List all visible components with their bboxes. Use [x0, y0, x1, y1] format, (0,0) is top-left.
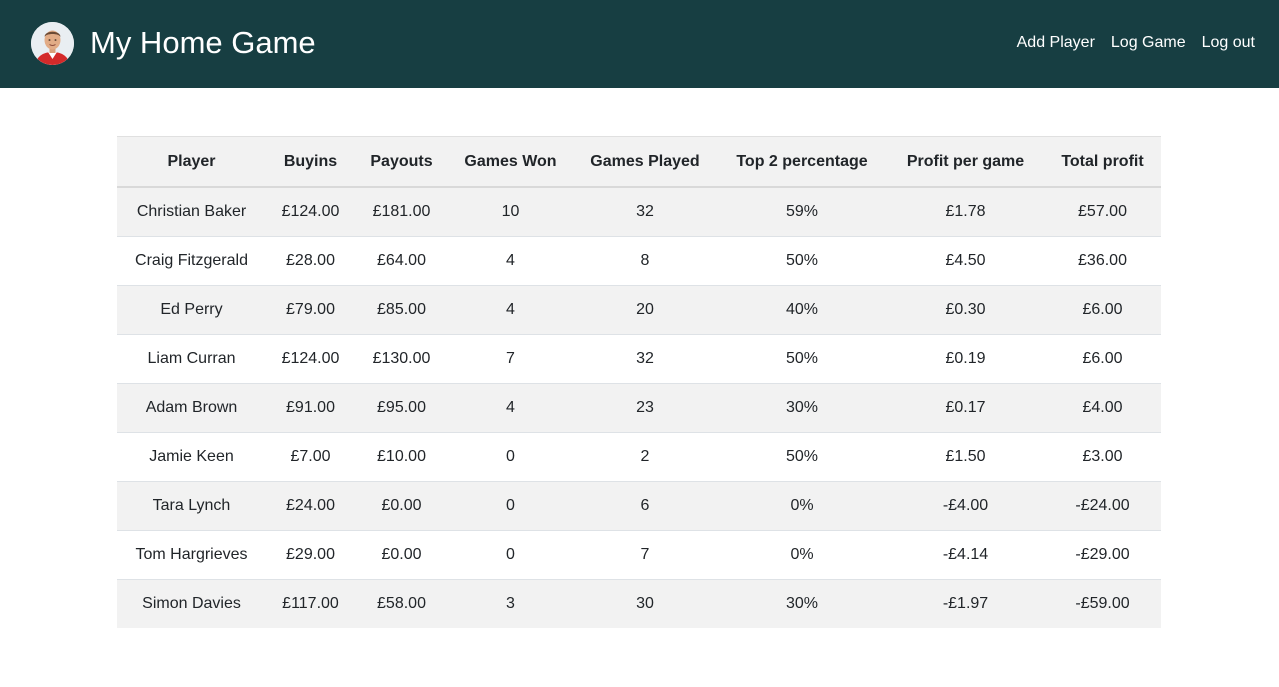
cell-buyins: £7.00: [266, 432, 355, 482]
cell-profit-per-game: £0.19: [887, 334, 1044, 384]
cell-player: Craig Fitzgerald: [117, 236, 266, 286]
player-stats-table: Player Buyins Payouts Games Won Games Pl…: [117, 136, 1161, 628]
cell-buyins: £124.00: [266, 334, 355, 384]
cell-total-profit: £3.00: [1044, 432, 1161, 482]
cell-top-2-percentage: 50%: [717, 334, 887, 384]
cell-games-played: 7: [573, 530, 717, 580]
cell-payouts: £85.00: [355, 285, 448, 335]
cell-total-profit: -£29.00: [1044, 530, 1161, 580]
cell-buyins: £28.00: [266, 236, 355, 286]
table-row: Simon Davies £117.00 £58.00 3 30 30% -£1…: [117, 579, 1161, 628]
cell-games-won: 4: [448, 285, 573, 335]
column-header-buyins[interactable]: Buyins: [266, 136, 355, 188]
cell-games-won: 0: [448, 432, 573, 482]
cell-games-played: 23: [573, 383, 717, 433]
cell-total-profit: -£59.00: [1044, 579, 1161, 628]
column-header-games-won[interactable]: Games Won: [448, 136, 573, 188]
cell-games-won: 7: [448, 334, 573, 384]
app-title: My Home Game: [90, 25, 316, 60]
cell-player: Tara Lynch: [117, 481, 266, 531]
table-row: Ed Perry £79.00 £85.00 4 20 40% £0.30 £6…: [117, 285, 1161, 335]
nav-links: Add Player Log Game Log out: [1017, 32, 1255, 54]
cell-profit-per-game: £1.50: [887, 432, 1044, 482]
user-avatar-icon: [31, 21, 74, 65]
cell-buyins: £24.00: [266, 481, 355, 531]
cell-games-played: 20: [573, 285, 717, 335]
cell-games-won: 0: [448, 530, 573, 580]
cell-player: Tom Hargrieves: [117, 530, 266, 580]
cell-games-played: 32: [573, 187, 717, 237]
cell-games-won: 4: [448, 383, 573, 433]
table-row: Liam Curran £124.00 £130.00 7 32 50% £0.…: [117, 334, 1161, 384]
brand[interactable]: My Home Game: [31, 21, 316, 65]
cell-total-profit: -£24.00: [1044, 481, 1161, 531]
cell-buyins: £124.00: [266, 187, 355, 237]
cell-player: Ed Perry: [117, 285, 266, 335]
cell-buyins: £117.00: [266, 579, 355, 628]
cell-games-won: 3: [448, 579, 573, 628]
cell-buyins: £29.00: [266, 530, 355, 580]
column-header-total-profit[interactable]: Total profit: [1044, 136, 1161, 188]
cell-player: Adam Brown: [117, 383, 266, 433]
cell-player: Simon Davies: [117, 579, 266, 628]
cell-payouts: £64.00: [355, 236, 448, 286]
cell-games-played: 30: [573, 579, 717, 628]
cell-buyins: £91.00: [266, 383, 355, 433]
column-header-top-2-percentage[interactable]: Top 2 percentage: [717, 136, 887, 188]
table-row: Craig Fitzgerald £28.00 £64.00 4 8 50% £…: [117, 236, 1161, 286]
cell-top-2-percentage: 50%: [717, 236, 887, 286]
cell-profit-per-game: £4.50: [887, 236, 1044, 286]
cell-top-2-percentage: 50%: [717, 432, 887, 482]
cell-games-played: 6: [573, 481, 717, 531]
cell-profit-per-game: -£4.14: [887, 530, 1044, 580]
cell-games-played: 32: [573, 334, 717, 384]
cell-games-played: 8: [573, 236, 717, 286]
cell-total-profit: £4.00: [1044, 383, 1161, 433]
cell-total-profit: £6.00: [1044, 334, 1161, 384]
cell-games-won: 0: [448, 481, 573, 531]
add-player-link[interactable]: Add Player: [1016, 34, 1095, 51]
cell-games-won: 4: [448, 236, 573, 286]
table-row: Adam Brown £91.00 £95.00 4 23 30% £0.17 …: [117, 383, 1161, 433]
cell-payouts: £130.00: [355, 334, 448, 384]
top-navbar: My Home Game Add Player Log Game Log out: [0, 0, 1279, 88]
cell-payouts: £95.00: [355, 383, 448, 433]
table-row: Tara Lynch £24.00 £0.00 0 6 0% -£4.00 -£…: [117, 481, 1161, 531]
cell-player: Liam Curran: [117, 334, 266, 384]
cell-top-2-percentage: 40%: [717, 285, 887, 335]
cell-profit-per-game: -£4.00: [887, 481, 1044, 531]
log-game-link[interactable]: Log Game: [1110, 34, 1186, 51]
cell-payouts: £58.00: [355, 579, 448, 628]
cell-payouts: £181.00: [355, 187, 448, 237]
cell-top-2-percentage: 30%: [717, 579, 887, 628]
cell-buyins: £79.00: [266, 285, 355, 335]
cell-games-played: 2: [573, 432, 717, 482]
column-header-player[interactable]: Player: [117, 136, 266, 188]
cell-total-profit: £6.00: [1044, 285, 1161, 335]
cell-games-won: 10: [448, 187, 573, 237]
table-row: Tom Hargrieves £29.00 £0.00 0 7 0% -£4.1…: [117, 530, 1161, 580]
column-header-profit-per-game[interactable]: Profit per game: [887, 136, 1044, 188]
table-row: Jamie Keen £7.00 £10.00 0 2 50% £1.50 £3…: [117, 432, 1161, 482]
cell-top-2-percentage: 59%: [717, 187, 887, 237]
cell-total-profit: £57.00: [1044, 187, 1161, 237]
cell-payouts: £10.00: [355, 432, 448, 482]
column-header-payouts[interactable]: Payouts: [355, 136, 448, 188]
cell-top-2-percentage: 0%: [717, 530, 887, 580]
cell-player: Christian Baker: [117, 187, 266, 237]
table-header-row: Player Buyins Payouts Games Won Games Pl…: [117, 136, 1161, 188]
cell-profit-per-game: £0.30: [887, 285, 1044, 335]
log-out-link[interactable]: Log out: [1201, 34, 1255, 51]
cell-payouts: £0.00: [355, 481, 448, 531]
cell-top-2-percentage: 0%: [717, 481, 887, 531]
cell-payouts: £0.00: [355, 530, 448, 580]
cell-total-profit: £36.00: [1044, 236, 1161, 286]
cell-profit-per-game: £0.17: [887, 383, 1044, 433]
table-row: Christian Baker £124.00 £181.00 10 32 59…: [117, 187, 1161, 237]
cell-top-2-percentage: 30%: [717, 383, 887, 433]
cell-player: Jamie Keen: [117, 432, 266, 482]
cell-profit-per-game: £1.78: [887, 187, 1044, 237]
cell-profit-per-game: -£1.97: [887, 579, 1044, 628]
column-header-games-played[interactable]: Games Played: [573, 136, 717, 188]
